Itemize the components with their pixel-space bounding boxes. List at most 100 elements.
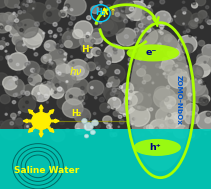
- Circle shape: [154, 131, 158, 135]
- Circle shape: [57, 44, 59, 45]
- Circle shape: [101, 45, 103, 46]
- Circle shape: [104, 76, 108, 80]
- Circle shape: [129, 92, 143, 104]
- Circle shape: [30, 125, 33, 128]
- Circle shape: [12, 23, 15, 26]
- Circle shape: [138, 39, 142, 42]
- Circle shape: [106, 89, 124, 106]
- Circle shape: [155, 127, 159, 130]
- Circle shape: [32, 8, 34, 9]
- Circle shape: [124, 46, 126, 48]
- Circle shape: [158, 70, 160, 72]
- Circle shape: [119, 18, 121, 19]
- Circle shape: [159, 30, 161, 33]
- FancyArrow shape: [28, 126, 35, 132]
- Circle shape: [72, 75, 80, 83]
- Text: ZOMO-NbOx: ZOMO-NbOx: [175, 75, 181, 125]
- Circle shape: [199, 57, 211, 69]
- Circle shape: [127, 121, 130, 124]
- Circle shape: [139, 23, 143, 28]
- Circle shape: [182, 67, 187, 71]
- Circle shape: [156, 107, 176, 125]
- Circle shape: [194, 91, 196, 94]
- Circle shape: [16, 41, 28, 52]
- Circle shape: [0, 121, 4, 125]
- Circle shape: [18, 10, 22, 14]
- Circle shape: [19, 134, 22, 136]
- Circle shape: [44, 40, 56, 51]
- Circle shape: [25, 4, 28, 7]
- Circle shape: [139, 58, 142, 60]
- Circle shape: [60, 118, 62, 119]
- Circle shape: [92, 28, 102, 38]
- Circle shape: [62, 99, 83, 118]
- Circle shape: [122, 83, 134, 93]
- Circle shape: [106, 40, 110, 43]
- Circle shape: [175, 115, 180, 119]
- Circle shape: [124, 19, 127, 23]
- Circle shape: [142, 81, 146, 84]
- Circle shape: [44, 94, 48, 98]
- Circle shape: [18, 114, 19, 115]
- Circle shape: [50, 30, 52, 32]
- Circle shape: [40, 109, 42, 111]
- Circle shape: [127, 101, 131, 105]
- Circle shape: [166, 95, 186, 112]
- Circle shape: [160, 124, 164, 127]
- Circle shape: [188, 65, 203, 79]
- Circle shape: [53, 59, 69, 74]
- Circle shape: [58, 50, 63, 54]
- FancyArrow shape: [39, 105, 43, 113]
- Circle shape: [197, 53, 209, 64]
- Circle shape: [204, 99, 208, 103]
- Circle shape: [23, 3, 25, 5]
- Circle shape: [108, 32, 110, 34]
- Circle shape: [134, 118, 137, 120]
- Circle shape: [176, 69, 181, 73]
- Circle shape: [88, 122, 89, 123]
- Circle shape: [101, 20, 114, 31]
- Circle shape: [127, 73, 131, 77]
- Circle shape: [66, 129, 69, 132]
- FancyArrow shape: [23, 119, 32, 123]
- Circle shape: [182, 77, 186, 81]
- Circle shape: [149, 2, 154, 6]
- Circle shape: [200, 81, 205, 85]
- Circle shape: [169, 63, 189, 81]
- Circle shape: [131, 109, 132, 110]
- Circle shape: [64, 58, 66, 60]
- Circle shape: [126, 1, 147, 20]
- Circle shape: [197, 50, 201, 54]
- Circle shape: [190, 128, 192, 130]
- Circle shape: [84, 122, 93, 131]
- Circle shape: [183, 23, 184, 25]
- Circle shape: [200, 26, 203, 29]
- Circle shape: [8, 81, 11, 84]
- Circle shape: [125, 21, 127, 23]
- Circle shape: [137, 63, 139, 65]
- Circle shape: [7, 56, 11, 59]
- Circle shape: [18, 6, 20, 8]
- Circle shape: [128, 123, 131, 126]
- Circle shape: [130, 90, 132, 92]
- Circle shape: [207, 20, 211, 24]
- Circle shape: [40, 82, 55, 95]
- Circle shape: [124, 94, 137, 106]
- Circle shape: [196, 56, 211, 70]
- Circle shape: [74, 108, 91, 123]
- Circle shape: [12, 101, 16, 104]
- Text: Saline Water: Saline Water: [14, 166, 79, 175]
- Circle shape: [44, 65, 47, 68]
- Circle shape: [203, 82, 206, 85]
- Circle shape: [44, 130, 46, 132]
- Circle shape: [119, 120, 124, 124]
- Circle shape: [5, 26, 11, 31]
- Circle shape: [204, 61, 206, 63]
- Circle shape: [15, 19, 19, 22]
- Circle shape: [158, 43, 161, 46]
- Circle shape: [151, 107, 153, 109]
- Circle shape: [109, 124, 112, 127]
- Circle shape: [113, 0, 136, 18]
- Circle shape: [186, 77, 203, 92]
- Circle shape: [83, 95, 88, 100]
